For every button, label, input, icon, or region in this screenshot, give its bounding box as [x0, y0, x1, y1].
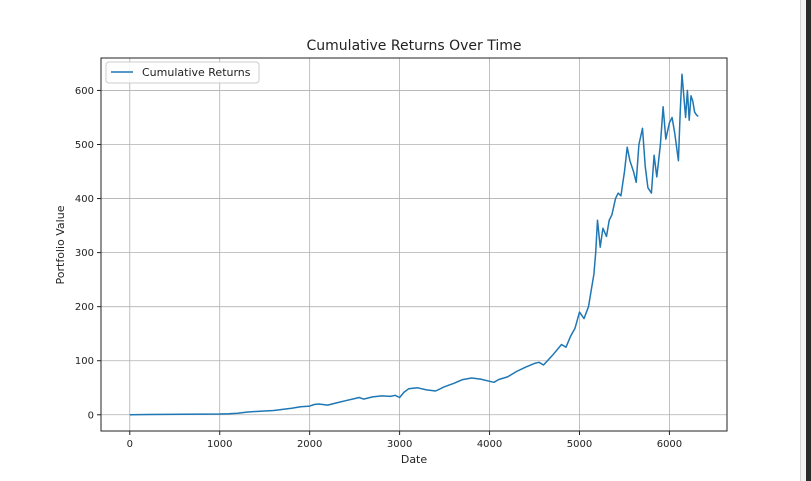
x-tick-label: 2000: [297, 439, 322, 450]
grid: [101, 58, 727, 431]
plot-frame: [100, 57, 728, 432]
y-tick-label: 600: [75, 86, 94, 97]
x-axis-label: Date: [401, 453, 428, 466]
x-tick-label: 4000: [477, 439, 502, 450]
y-tick-label: 100: [75, 356, 94, 367]
y-tick-label: 0: [88, 410, 94, 421]
chart-title: Cumulative Returns Over Time: [307, 38, 522, 54]
y-axis-label: Portfolio Value: [54, 205, 67, 284]
window-scrollbar-edge: [806, 0, 811, 481]
y-tick-label: 200: [75, 302, 94, 313]
series-line: [129, 73, 699, 416]
series-layer: [129, 73, 699, 416]
y-tick-label: 500: [75, 140, 94, 151]
x-tick-label: 0: [127, 439, 133, 450]
x-tick-label: 5000: [567, 439, 592, 450]
x-tick-label: 6000: [657, 439, 682, 450]
y-axis-ticks: 0 100 200 300 400 500 600: [75, 86, 101, 421]
legend-box: [105, 61, 260, 84]
y-tick-label: 300: [75, 248, 94, 259]
x-tick-label: 3000: [387, 439, 412, 450]
legend: Cumulative Returns: [105, 61, 260, 84]
window-edge: [800, 0, 811, 481]
x-axis-ticks: 0 1000 2000 3000 4000 5000 6000: [127, 431, 682, 450]
legend-label: Cumulative Returns: [142, 66, 251, 79]
x-tick-label: 1000: [207, 439, 232, 450]
y-tick-label: 400: [75, 194, 94, 205]
